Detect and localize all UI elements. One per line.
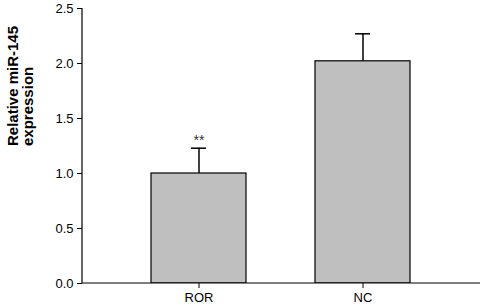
svg-text:0.5: 0.5: [55, 221, 73, 236]
svg-text:Relative miR-145expression: Relative miR-145expression: [4, 26, 36, 146]
svg-text:ROR: ROR: [185, 290, 214, 305]
svg-text:**: **: [194, 132, 205, 148]
svg-text:0.0: 0.0: [55, 276, 73, 291]
svg-text:2.5: 2.5: [55, 1, 73, 16]
svg-text:1.5: 1.5: [55, 111, 73, 126]
svg-text:1.0: 1.0: [55, 166, 73, 181]
svg-text:2.0: 2.0: [55, 56, 73, 71]
svg-text:NC: NC: [354, 290, 373, 305]
